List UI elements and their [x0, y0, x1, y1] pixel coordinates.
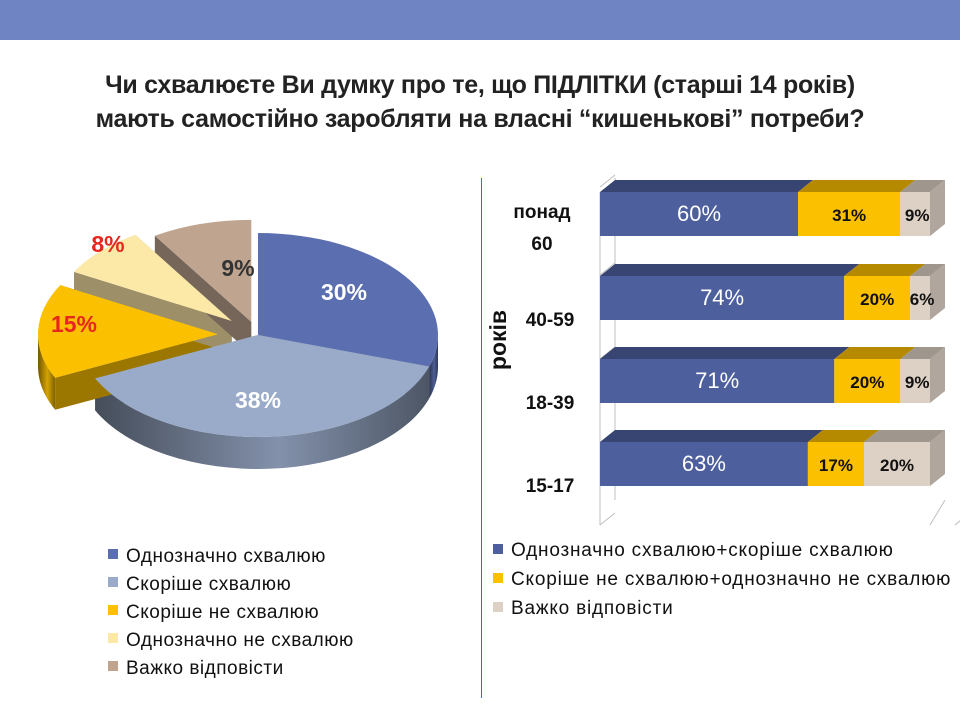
bar-top	[600, 264, 860, 276]
legend-label: Скоріше схвалюю	[126, 574, 292, 595]
legend-swatch	[108, 577, 118, 587]
pie-legend-item: Скоріше схвалюю	[108, 571, 354, 599]
bar-segment	[600, 276, 845, 320]
pie-legend-item: Однозначно не схвалюю	[108, 627, 354, 655]
bar-data-label: 71%	[695, 368, 739, 393]
legend-swatch	[108, 605, 118, 615]
pie-slice-2	[95, 335, 430, 438]
bar-top	[600, 430, 823, 442]
bar-segment	[600, 359, 835, 403]
bar-top	[600, 180, 813, 192]
bar-data-label: 74%	[700, 285, 744, 310]
bar-data-label: 17%	[819, 456, 853, 475]
pie-legend-item: Однозначно схвалюю	[108, 543, 354, 571]
bar-data-label: 63%	[682, 451, 726, 476]
bar-top	[600, 347, 850, 359]
bar-segment	[864, 442, 930, 486]
category-label: 18-39	[526, 393, 575, 414]
legend-swatch	[493, 544, 503, 554]
pie-data-label: 9%	[221, 255, 254, 281]
chart-divider	[481, 178, 482, 698]
category-label: 15-17	[526, 476, 575, 497]
bar-data-label: 60%	[677, 201, 721, 226]
bar-data-label: 9%	[905, 206, 930, 225]
bar-segment	[844, 276, 911, 320]
grid-line	[599, 512, 616, 526]
bar-legend-item: Однозначно схвалюю+скоріше схвалюю	[493, 538, 953, 564]
y-axis-label: років	[485, 310, 511, 370]
bar-segment	[834, 359, 901, 403]
bar-top	[900, 180, 945, 192]
bar-data-label: 6%	[910, 290, 935, 309]
bar-data-label: 31%	[832, 206, 866, 225]
pie-legend-item: Важко відповісти	[108, 655, 354, 683]
bar-legend-item: Скоріше не схвалюю+однозначно не схвалюю	[493, 567, 953, 593]
pie-legend: Однозначно схвалюю Скоріше схвалюю Скоріше…	[108, 543, 354, 683]
bar-top	[798, 180, 916, 192]
legend-label: Скоріше не схвалюю+однозначно не схвалюю	[511, 569, 952, 590]
pie-data-label: 30%	[321, 279, 367, 305]
bar-segment	[900, 359, 930, 403]
legend-label: Однозначно схвалюю	[126, 546, 326, 567]
legend-swatch	[493, 602, 503, 612]
legend-label: Важко відповісти	[511, 598, 674, 619]
legend-swatch	[493, 573, 503, 583]
bar-side	[930, 180, 945, 236]
pie-slice-4	[74, 234, 232, 321]
bar-segment	[900, 192, 930, 236]
bar-data-label: 20%	[860, 290, 894, 309]
legend-swatch	[108, 549, 118, 559]
pie-slice-5	[154, 219, 252, 322]
category-label: 40-59	[526, 310, 575, 331]
bar-segment	[600, 192, 798, 236]
top-banner	[0, 0, 960, 40]
title-line-2: мають самостійно заробляти на власні “ки…	[95, 105, 865, 133]
bar-segment	[600, 442, 808, 486]
bar-legend: Однозначно схвалюю+скоріше схвалюю Скоріш…	[493, 538, 953, 625]
grid-line	[599, 262, 616, 276]
title-line-1: Чи схвалюєте Ви думку про те, що ПІДЛІТК…	[105, 71, 855, 99]
grid-line	[599, 174, 616, 188]
pie-slice-1	[258, 233, 438, 367]
bar-data-label: 9%	[905, 373, 930, 392]
legend-swatch	[108, 661, 118, 671]
bar-top	[910, 264, 945, 276]
pie-chart: 30% 38% 15% 8% 9%	[38, 219, 438, 469]
bar-data-label: 20%	[880, 456, 914, 475]
grid-line	[929, 499, 946, 526]
bar-legend-item: Важко відповісти	[493, 596, 953, 622]
bar-top	[864, 430, 945, 442]
bar-top	[844, 264, 926, 276]
bar-segment	[910, 276, 930, 320]
category-label: 60	[531, 234, 552, 255]
bar-side	[930, 347, 945, 403]
legend-label: Однозначно не схвалюю	[126, 630, 354, 651]
category-label: понад	[513, 202, 570, 223]
pie-legend-item: Скоріше не схвалюю	[108, 599, 354, 627]
pie-data-label: 38%	[235, 387, 281, 413]
stacked-bar-chart: 60% 31% 9% 74% 20% 6% 71% 20% 9% 63% 17% 20% понад 60…	[485, 174, 960, 526]
pie-slice-3	[38, 285, 219, 378]
bar-top	[807, 430, 879, 442]
grid-line	[954, 520, 960, 526]
legend-swatch	[108, 633, 118, 643]
bar-data-label: 20%	[850, 373, 884, 392]
legend-label: Однозначно схвалюю+скоріше схвалюю	[511, 540, 894, 561]
pie-data-label: 15%	[51, 311, 97, 337]
legend-label: Важко відповісти	[126, 658, 284, 679]
bar-top	[900, 347, 945, 359]
legend-label: Скоріше не схвалюю	[126, 602, 320, 623]
bar-top	[834, 347, 916, 359]
pie-data-label: 8%	[91, 231, 124, 257]
bar-side	[930, 430, 945, 486]
pie-slice-side	[154, 235, 252, 354]
bar-side	[930, 264, 945, 320]
bar-segment	[798, 192, 901, 236]
page-title: Чи схвалюєте Ви думку про те, що ПІДЛІТК…	[0, 68, 960, 136]
pie-slice-rim	[429, 335, 438, 399]
pie-slice-rim	[38, 334, 56, 410]
bar-segment	[807, 442, 864, 486]
pie-slice-rim	[95, 366, 430, 469]
